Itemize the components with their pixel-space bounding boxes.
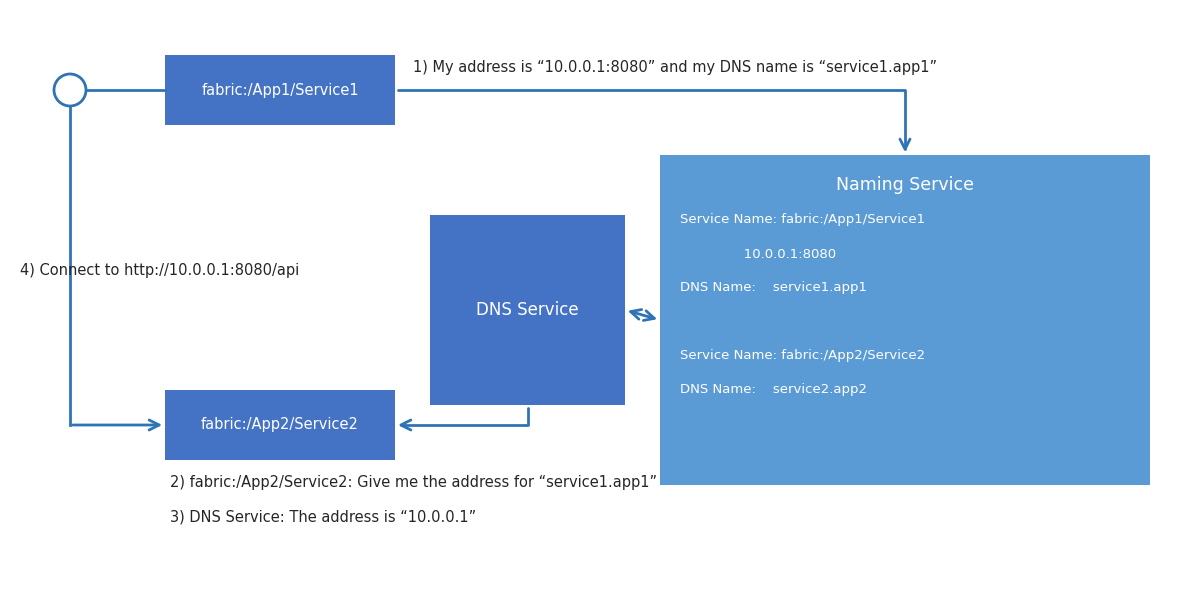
Text: Service Name: fabric:/App2/Service2: Service Name: fabric:/App2/Service2 [680, 350, 925, 362]
Text: DNS Service: DNS Service [476, 301, 578, 319]
Text: Naming Service: Naming Service [836, 176, 974, 194]
Text: 2) fabric:/App2/Service2: Give me the address for “service1.app1”: 2) fabric:/App2/Service2: Give me the ad… [170, 475, 658, 490]
Text: 4) Connect to http://10.0.0.1:8080/api: 4) Connect to http://10.0.0.1:8080/api [20, 262, 299, 277]
Text: fabric:/App2/Service2: fabric:/App2/Service2 [202, 417, 359, 432]
Text: 1) My address is “10.0.0.1:8080” and my DNS name is “service1.app1”: 1) My address is “10.0.0.1:8080” and my … [413, 60, 937, 75]
FancyBboxPatch shape [166, 390, 395, 460]
Text: DNS Name:    service1.app1: DNS Name: service1.app1 [680, 282, 866, 294]
FancyBboxPatch shape [166, 55, 395, 125]
Text: fabric:/App1/Service1: fabric:/App1/Service1 [202, 83, 359, 98]
Text: 10.0.0.1:8080: 10.0.0.1:8080 [680, 247, 836, 260]
Text: 3) DNS Service: The address is “10.0.0.1”: 3) DNS Service: The address is “10.0.0.1… [170, 510, 476, 525]
FancyBboxPatch shape [430, 215, 625, 405]
Text: Service Name: fabric:/App1/Service1: Service Name: fabric:/App1/Service1 [680, 213, 925, 227]
FancyBboxPatch shape [660, 155, 1150, 485]
Text: DNS Name:    service2.app2: DNS Name: service2.app2 [680, 384, 866, 397]
